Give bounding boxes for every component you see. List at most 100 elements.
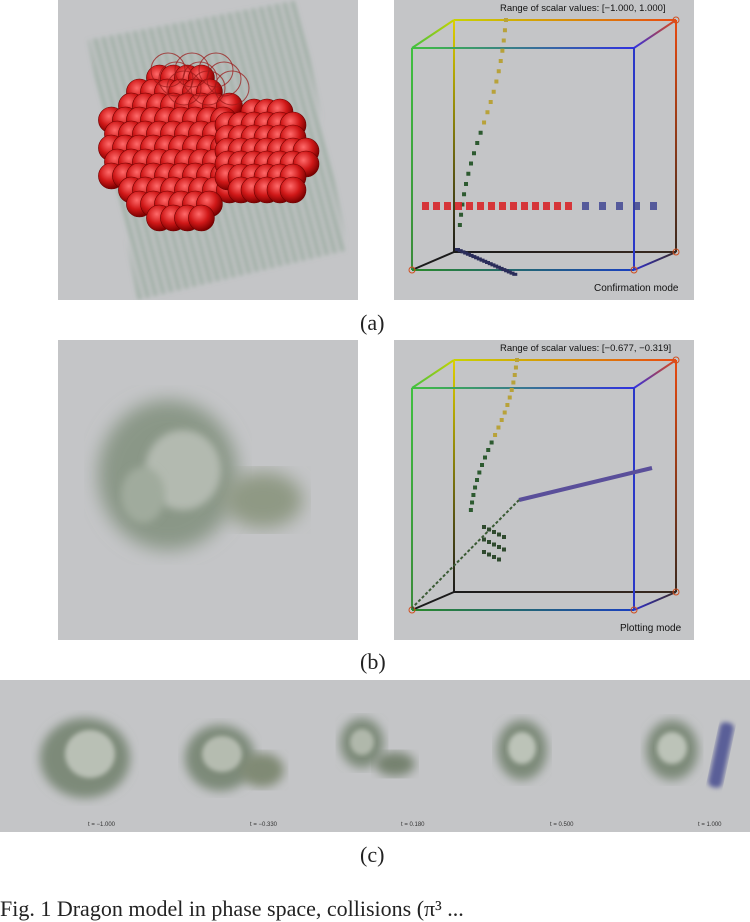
trajectory-point bbox=[492, 542, 496, 547]
trajectory-point bbox=[486, 448, 491, 452]
time-label-5: t = 1.000 bbox=[698, 822, 722, 828]
trajectory-point bbox=[479, 258, 485, 262]
volume-render-a bbox=[58, 0, 358, 300]
caption-b: (b) bbox=[360, 649, 386, 674]
trajectory-point bbox=[485, 261, 490, 264]
trajectory-point bbox=[487, 527, 491, 532]
dragon-blurred-render bbox=[98, 400, 303, 550]
render-t3 bbox=[340, 718, 415, 776]
trajectory-point bbox=[471, 151, 476, 156]
phase-space-plot-b: Range of scalar values: [−0.677, −0.319]… bbox=[394, 340, 694, 640]
highlighted-point bbox=[422, 202, 429, 210]
volume-render-b bbox=[58, 340, 358, 640]
trajectory-point bbox=[460, 202, 465, 207]
trajectory-point bbox=[501, 38, 506, 43]
sphere-outline bbox=[166, 70, 202, 106]
trajectory-point bbox=[487, 552, 491, 557]
trajectory-point bbox=[497, 545, 501, 549]
trajectory-point bbox=[506, 270, 512, 274]
render-t1 bbox=[40, 718, 130, 798]
time-series-renders bbox=[40, 718, 734, 798]
cube-edge bbox=[633, 591, 677, 611]
trajectory-point bbox=[511, 380, 516, 385]
caption-c: (c) bbox=[360, 842, 385, 867]
sphere bbox=[279, 176, 307, 204]
cube-edge bbox=[633, 359, 677, 389]
phase-space-cube-a bbox=[408, 16, 680, 276]
trajectory-point bbox=[468, 253, 474, 257]
trajectory-branch bbox=[518, 466, 653, 502]
trajectory-point bbox=[498, 266, 504, 270]
highlighted-point bbox=[477, 202, 484, 210]
sphere-outline bbox=[190, 70, 226, 106]
trajectory-point bbox=[466, 171, 471, 176]
cube-edge bbox=[411, 359, 455, 389]
scalar-range-label: Range of scalar values: [−1.000, 1.000] bbox=[500, 3, 666, 14]
trajectory-point bbox=[455, 248, 460, 251]
highlighted-point bbox=[633, 202, 640, 210]
trajectory-point bbox=[494, 79, 499, 84]
trajectory-point bbox=[470, 500, 475, 505]
trajectory-point bbox=[482, 525, 486, 529]
trajectory-point bbox=[471, 493, 476, 497]
cube-edge bbox=[411, 19, 455, 49]
trajectory-point bbox=[464, 182, 469, 186]
trajectory-point bbox=[496, 69, 501, 74]
highlighted-point bbox=[582, 202, 589, 210]
highlighted-point bbox=[565, 202, 572, 210]
sphere-outline bbox=[198, 52, 234, 88]
cube-corner-marker bbox=[630, 606, 638, 614]
cube-corner-marker bbox=[630, 266, 638, 274]
highlighted-point bbox=[433, 202, 440, 210]
highlighted-point bbox=[444, 202, 451, 210]
cube-corner-marker bbox=[672, 588, 680, 596]
trajectory-point bbox=[489, 440, 494, 445]
cube-corner-marker bbox=[672, 356, 680, 364]
trajectory-point bbox=[513, 365, 518, 370]
trajectory-point bbox=[482, 455, 487, 460]
trajectory-branch bbox=[411, 499, 520, 609]
trajectory-point bbox=[512, 373, 517, 377]
sphere bbox=[188, 204, 215, 232]
highlighted-point bbox=[510, 202, 517, 210]
trajectory-point bbox=[502, 535, 506, 539]
cube-edge bbox=[633, 19, 677, 49]
trajectory-point bbox=[475, 478, 480, 482]
scalar-range-label: Range of scalar values: [−0.677, −0.319] bbox=[500, 343, 672, 354]
time-label-1: t = −1.000 bbox=[88, 822, 116, 828]
phase-space-plot-a: Range of scalar values: [−1.000, 1.000] … bbox=[394, 0, 694, 300]
cube-edge bbox=[411, 591, 455, 611]
trajectory-point bbox=[482, 259, 488, 263]
trajectory-point bbox=[457, 223, 462, 227]
trajectory-point bbox=[493, 264, 499, 268]
trajectory-point bbox=[504, 269, 510, 273]
time-label-2: t = −0.330 bbox=[250, 822, 278, 828]
trajectory-point bbox=[492, 555, 496, 559]
phase-space-cube-b bbox=[408, 356, 680, 614]
highlighted-point bbox=[532, 202, 539, 210]
highlighted-point bbox=[455, 202, 462, 210]
time-series-strip: t = −1.000 t = −0.330 t = 0.180 t = 0.50… bbox=[0, 680, 750, 832]
trajectory-point bbox=[515, 358, 519, 362]
trajectory-point bbox=[480, 463, 485, 467]
figure-caption: Fig. 1 Dragon model in phase space, coll… bbox=[0, 896, 464, 921]
mode-label: Plotting mode bbox=[620, 623, 682, 634]
cube-edge bbox=[633, 251, 677, 271]
trajectory-point bbox=[459, 212, 464, 217]
sphere-outline bbox=[206, 61, 242, 97]
highlighted-point bbox=[521, 202, 528, 210]
trajectory-point bbox=[490, 263, 496, 267]
trajectory-point bbox=[492, 530, 496, 534]
trajectory-point bbox=[485, 110, 490, 115]
trajectory-point bbox=[487, 262, 493, 266]
highlighted-point bbox=[554, 202, 561, 210]
highlighted-point bbox=[499, 202, 506, 210]
trajectory-point bbox=[509, 271, 515, 275]
cube-corner-marker bbox=[672, 248, 680, 256]
highlighted-point bbox=[616, 202, 623, 210]
trajectory-point bbox=[488, 100, 493, 104]
time-label-4: t = 0.500 bbox=[550, 822, 574, 828]
trajectory-point bbox=[505, 403, 510, 407]
cube-corner-marker bbox=[672, 16, 680, 24]
trajectory-point bbox=[499, 418, 504, 422]
